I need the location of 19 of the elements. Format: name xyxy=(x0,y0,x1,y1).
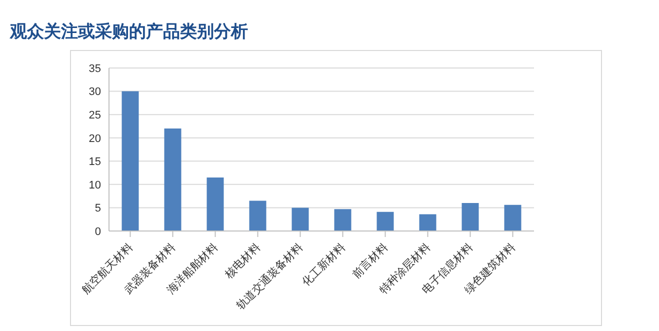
bar xyxy=(419,214,436,231)
y-tick-label: 10 xyxy=(88,179,101,192)
bar xyxy=(504,204,522,231)
bar xyxy=(164,128,182,231)
bar xyxy=(334,209,352,231)
bar xyxy=(376,212,394,231)
y-tick-label: 5 xyxy=(94,202,101,215)
chart-title: 观众关注或采购的产品类别分析 xyxy=(10,21,248,43)
bar xyxy=(122,91,139,231)
y-tick-label: 25 xyxy=(88,109,101,122)
y-tick-label: 35 xyxy=(88,62,101,75)
bar xyxy=(462,203,479,231)
y-tick-label: 0 xyxy=(94,226,101,238)
bar xyxy=(292,208,309,231)
y-tick-label: 30 xyxy=(88,86,101,98)
y-tick-label: 20 xyxy=(88,132,101,145)
y-tick-label: 15 xyxy=(88,156,101,168)
bar xyxy=(206,177,224,231)
bar xyxy=(249,200,266,231)
